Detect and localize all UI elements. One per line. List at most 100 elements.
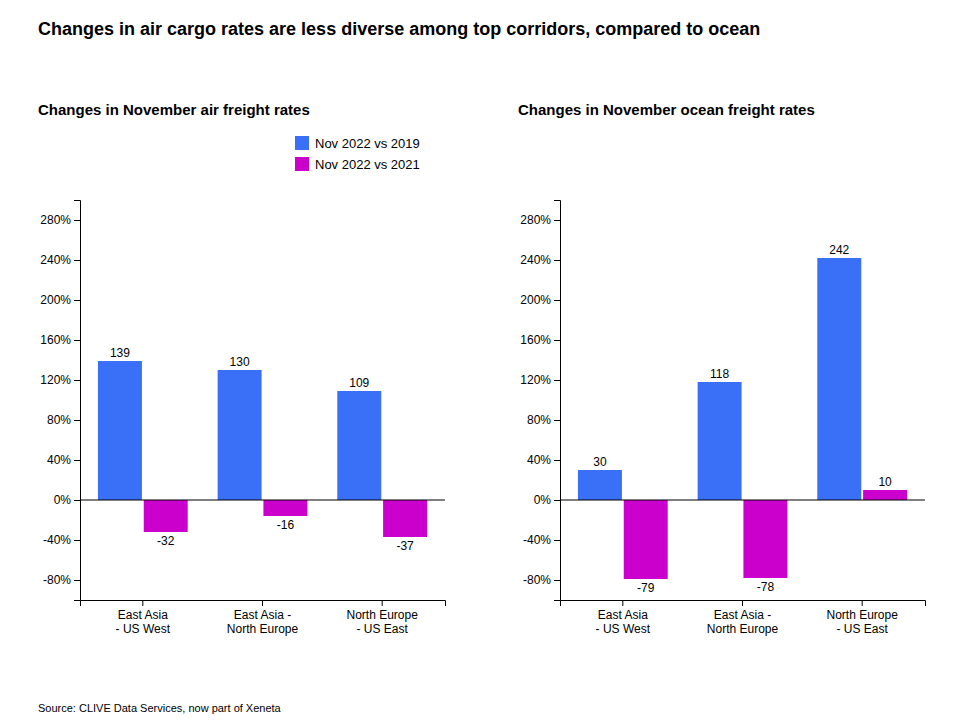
- y-tick: 120%: [40, 373, 80, 387]
- y-tick: 120%: [520, 373, 560, 387]
- x-tick-label-line: North Europe: [227, 622, 299, 636]
- chart-container: Changes in air cargo rates are less dive…: [0, 0, 969, 727]
- y-tick-label: -40%: [43, 533, 71, 547]
- y-tick: 40%: [47, 453, 80, 467]
- y-tick-label: 80%: [47, 413, 71, 427]
- y-tick: -80%: [43, 573, 80, 587]
- y-tick: 160%: [40, 333, 80, 347]
- y-tick: 160%: [520, 333, 560, 347]
- y-tick-mark: [74, 460, 80, 461]
- x-tick-mark: [262, 600, 263, 606]
- data-label: 10: [878, 475, 892, 489]
- y-tick-label: 280%: [40, 213, 71, 227]
- x-axis-line: [561, 601, 926, 607]
- chart-svg: Changes in air cargo rates are less dive…: [0, 0, 969, 727]
- data-label: -37: [396, 539, 414, 553]
- bar: [263, 500, 307, 516]
- y-tick-label: 0%: [54, 493, 72, 507]
- y-axis-line: [554, 201, 561, 601]
- y-tick: 40%: [527, 453, 560, 467]
- x-tick-label-line: North Europe: [346, 608, 418, 622]
- data-label: -32: [157, 534, 175, 548]
- x-tick-label: North Europe- US East: [346, 608, 418, 636]
- y-tick-mark: [554, 460, 560, 461]
- y-tick-mark: [74, 580, 80, 581]
- y-tick-label: -80%: [43, 573, 71, 587]
- y-tick: 240%: [520, 253, 560, 267]
- y-tick: -40%: [43, 533, 80, 547]
- x-tick-label: North Europe- US East: [826, 608, 898, 636]
- y-tick: 0%: [534, 493, 560, 507]
- y-tick-label: 80%: [527, 413, 551, 427]
- x-tick-label: East Asia -North Europe: [707, 608, 779, 636]
- y-tick: 280%: [520, 213, 560, 227]
- bar: [817, 258, 861, 500]
- y-tick: -80%: [523, 573, 560, 587]
- y-tick-label: 200%: [40, 293, 71, 307]
- y-tick-mark: [554, 500, 560, 501]
- bars: [578, 258, 907, 579]
- y-tick: 240%: [40, 253, 80, 267]
- subtitle: Changes in November ocean freight rates: [518, 101, 815, 118]
- y-tick-mark: [74, 300, 80, 301]
- y-tick-label: 40%: [47, 453, 71, 467]
- zero-line: [80, 499, 445, 500]
- x-tick-label-line: - US East: [356, 622, 408, 636]
- y-tick-mark: [554, 380, 560, 381]
- y-tick-mark: [554, 540, 560, 541]
- x-axis-line: [81, 601, 446, 607]
- bar: [383, 500, 427, 537]
- y-axis: -80% -40% 0% 40% 80% 120% 160% 200% 240% 280%: [40, 201, 80, 601]
- title: Changes in air cargo rates are less dive…: [38, 19, 760, 39]
- x-tick: North Europe- US East: [346, 600, 418, 636]
- x-tick-label: East Asia- US West: [116, 608, 171, 636]
- y-tick-mark: [554, 300, 560, 301]
- x-tick-label-line: - US West: [116, 622, 171, 636]
- y-tick-mark: [554, 220, 560, 221]
- y-tick-label: 160%: [520, 333, 551, 347]
- x-tick-label: East Asia- US West: [596, 608, 651, 636]
- x-tick-label-line: - US West: [596, 622, 651, 636]
- x-tick-mark: [382, 600, 383, 606]
- y-tick-mark: [74, 260, 80, 261]
- chart: -80% -40% 0% 40% 80% 120% 160% 200% 240% 280% East…: [40, 201, 445, 636]
- zero-line: [560, 499, 925, 500]
- y-tick: 200%: [520, 293, 560, 307]
- data-label: 130: [230, 355, 250, 369]
- bar: [743, 500, 787, 578]
- y-tick: 0%: [54, 493, 80, 507]
- y-tick-mark: [554, 340, 560, 341]
- x-tick: East Asia -North Europe: [707, 600, 779, 636]
- data-label: -79: [637, 581, 655, 595]
- x-tick-mark: [622, 600, 623, 606]
- y-tick-label: 120%: [520, 373, 551, 387]
- x-tick-mark: [142, 600, 143, 606]
- y-tick-mark: [74, 500, 80, 501]
- data-label: -78: [757, 580, 775, 594]
- y-tick-label: -80%: [523, 573, 551, 587]
- y-tick-label: 120%: [40, 373, 71, 387]
- data-label: 139: [110, 346, 130, 360]
- x-tick-label-line: East Asia -: [714, 608, 771, 622]
- data-labels: 139 130 109 -32 -16 -37: [110, 346, 414, 553]
- source: Source: CLIVE Data Services, now part of…: [38, 702, 282, 714]
- subtitle: Changes in November air freight rates: [38, 101, 310, 118]
- legend-swatch: [295, 136, 309, 150]
- data-label: 109: [349, 376, 369, 390]
- bar: [624, 500, 668, 579]
- x-axis: East Asia- US West East Asia -North Europ…: [81, 600, 446, 636]
- bar: [337, 391, 381, 500]
- x-tick: East Asia -North Europe: [227, 600, 299, 636]
- x-tick-label-line: East Asia: [118, 608, 168, 622]
- x-tick-mark: [742, 600, 743, 606]
- y-tick: 200%: [40, 293, 80, 307]
- y-tick-mark: [74, 420, 80, 421]
- data-label: -16: [277, 518, 295, 532]
- data-label: 118: [710, 367, 729, 381]
- bars: [98, 361, 427, 537]
- y-axis-line: [74, 201, 81, 601]
- x-tick: East Asia- US West: [116, 600, 171, 636]
- y-tick-label: 200%: [520, 293, 551, 307]
- x-tick: East Asia- US West: [596, 600, 651, 636]
- data-label: 30: [593, 455, 607, 469]
